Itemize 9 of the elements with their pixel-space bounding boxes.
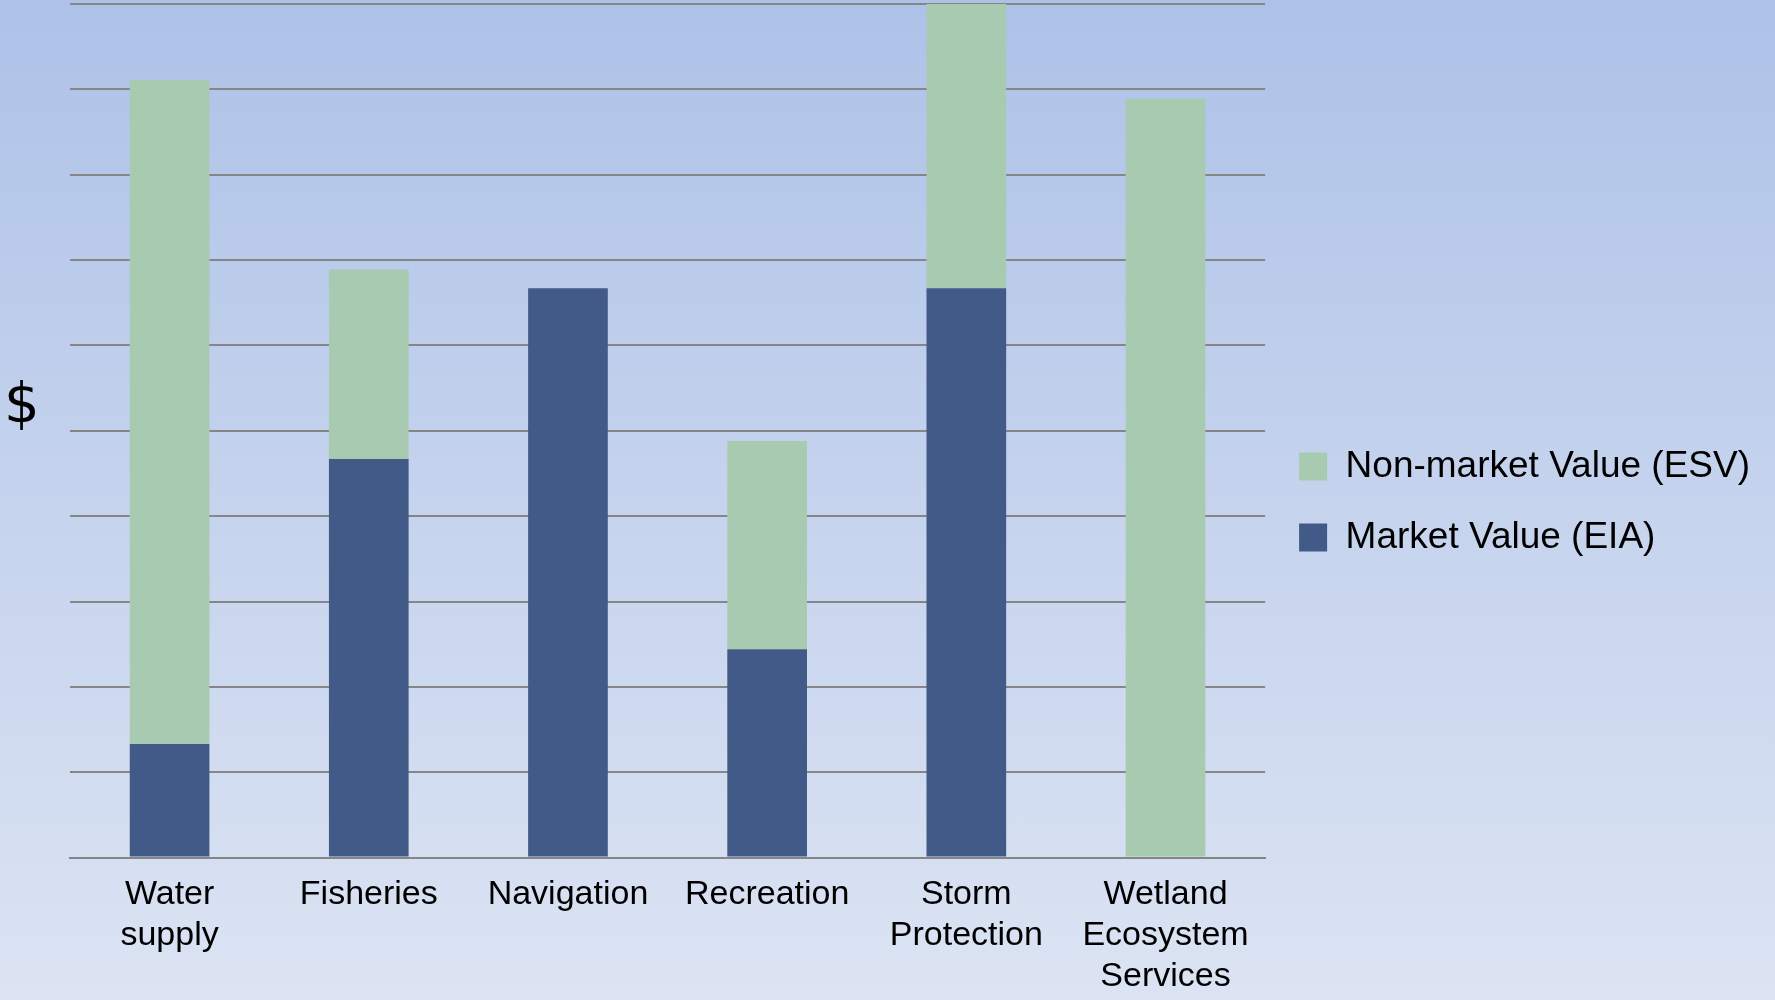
x-tick-label: Fisheries (299, 873, 438, 912)
x-tick-label: Wetland Ecosystem Services (1082, 873, 1249, 993)
y-axis-title: $ (4, 370, 40, 435)
x-tick-label: Recreation (684, 873, 850, 912)
x-tick-label: Water supply (120, 873, 219, 953)
x-tick-label: Navigation (487, 873, 649, 912)
legend-label: Market Value (EIA) (1345, 514, 1656, 556)
x-tick-label: Storm Protection (889, 873, 1043, 953)
legend-label: Non-market Value (ESV) (1345, 443, 1751, 485)
